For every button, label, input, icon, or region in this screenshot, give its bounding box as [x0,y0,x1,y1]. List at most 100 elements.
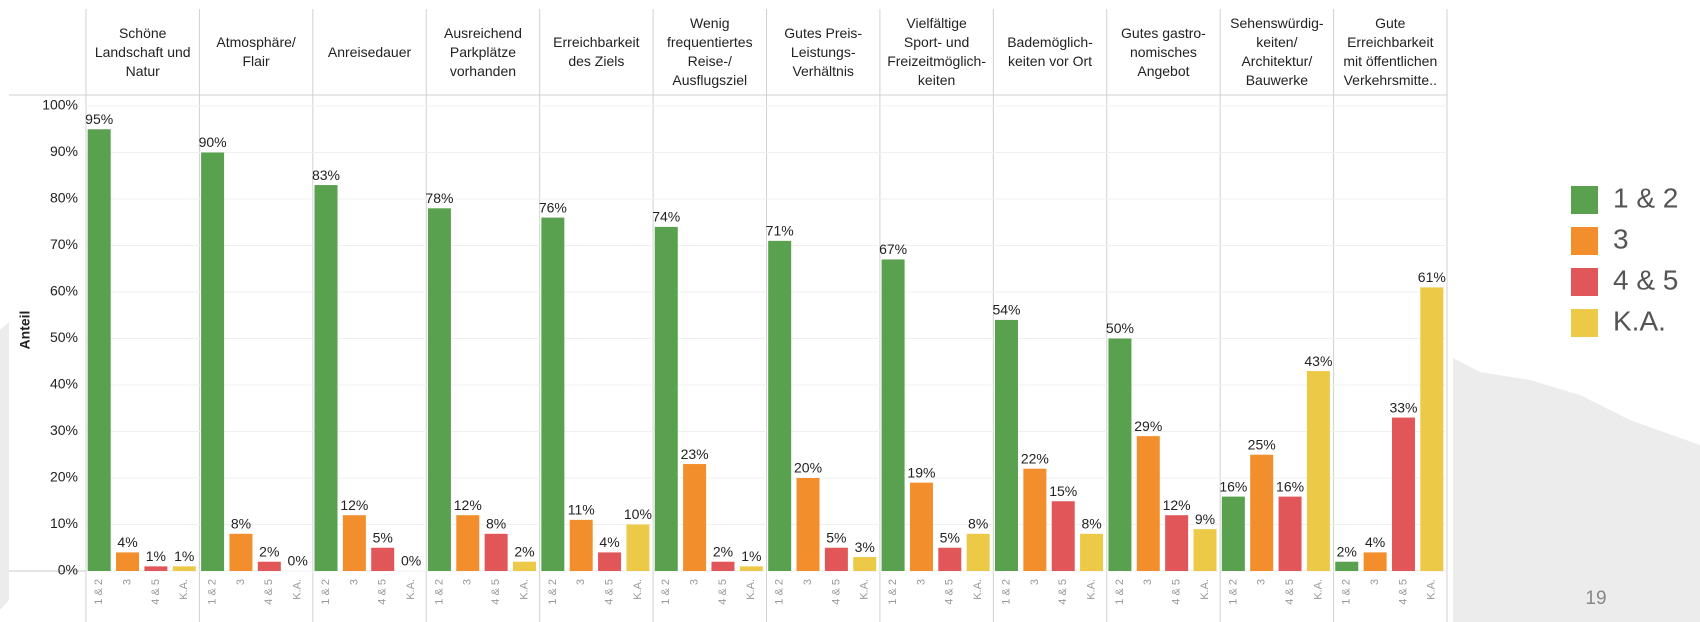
x-sub-label: 1 & 2 [547,579,559,605]
bar [683,464,707,571]
y-tick-label: 10% [50,515,78,531]
value-label: 1% [741,548,761,564]
x-sub-label: K.A. [178,579,190,600]
value-label: 3% [855,539,875,555]
x-sub-label: 3 [802,579,814,585]
x-sub-label: 1 & 2 [320,579,332,605]
legend-swatch [1571,186,1598,214]
x-sub-label: 3 [235,579,247,585]
x-sub-label: K.A. [1085,579,1097,600]
x-sub-label: 3 [575,579,587,585]
x-sub-label: K.A. [632,579,644,600]
value-label: 5% [940,529,960,545]
bar [1363,552,1387,571]
bar [1193,529,1217,571]
bar [1420,287,1444,571]
x-sub-label: 4 & 5 [603,579,615,605]
bar [824,547,848,571]
value-label: 8% [1081,516,1101,532]
legend-swatch [1571,309,1598,337]
value-label: 2% [713,543,733,559]
x-sub-label: 1 & 2 [660,579,672,605]
value-label: 20% [794,460,822,476]
value-label: 15% [1049,483,1077,499]
bar [1108,338,1132,571]
x-sub-label: 1 & 2 [433,579,445,605]
legend-label: 3 [1613,223,1629,254]
x-sub-label: 1 & 2 [1000,579,1012,605]
value-label: 12% [1163,497,1191,513]
value-label: 23% [681,446,709,462]
page-number: 19 [1585,588,1606,609]
value-label: 29% [1134,418,1162,434]
bar [909,482,933,571]
category-header: Anreisedauer [327,43,412,60]
bar [144,566,168,571]
x-sub-label: 3 [915,579,927,585]
legend-label: K.A. [1613,305,1666,336]
bar [512,561,536,571]
bar [116,552,140,571]
x-sub-label: 4 & 5 [830,579,842,605]
x-sub-label: K.A. [745,579,757,600]
decoration [1453,358,1700,622]
bar [172,566,196,571]
bar [1250,454,1274,571]
value-label: 4% [1365,534,1385,550]
value-label: 4% [117,534,137,550]
legend-label: 4 & 5 [1613,264,1678,295]
x-sub-label: 3 [121,579,133,585]
y-tick-label: 80% [50,190,78,206]
y-tick-label: 40% [50,376,78,392]
y-tick-label: 70% [50,236,78,252]
bar [768,240,792,571]
bar [87,129,111,571]
category-header: Gute Erreichbarkeit mit öffentlichen Ver… [1343,15,1438,88]
bar [1165,515,1189,571]
bar [711,561,735,571]
category-header: Schöne Landschaft und Natur [94,24,191,79]
value-label: 16% [1219,478,1247,494]
x-sub-label: 4 & 5 [717,579,729,605]
value-label: 5% [826,529,846,545]
bar [314,185,338,572]
bar [995,319,1019,571]
value-label: 2% [259,543,279,559]
x-sub-label: 4 & 5 [944,579,956,605]
x-sub-label: 4 & 5 [377,579,389,605]
value-label: 19% [907,464,935,480]
value-label: 43% [1304,353,1332,369]
bar [626,524,650,571]
value-label: 2% [1337,543,1357,559]
y-tick-label: 30% [50,422,78,438]
category-header: Erreichbarkeit des Ziels [553,34,640,69]
x-sub-label: 3 [689,579,701,585]
bar [229,533,253,571]
category-header: Wenig frequentiertes Reise-/ Ausflugszie… [666,15,753,88]
bar [1335,561,1359,571]
bar [881,259,905,571]
value-label: 78% [425,190,453,206]
value-label: 25% [1248,436,1276,452]
bar [201,152,225,571]
decoration [0,322,9,610]
x-sub-label: 3 [1142,579,1154,585]
value-label: 12% [340,497,368,513]
x-sub-label: 4 & 5 [1284,579,1296,605]
value-label: 0% [401,553,421,569]
value-label: 4% [599,534,619,550]
category-header: Vielfältige Sport- und Freizeitmöglich- … [887,15,987,88]
bar [1221,496,1245,571]
y-tick-label: 60% [50,283,78,299]
x-sub-label: 4 & 5 [1397,579,1409,605]
value-label: 10% [624,506,652,522]
x-sub-label: K.A. [1312,579,1324,600]
value-label: 1% [146,548,166,564]
x-sub-label: 1 & 2 [93,579,105,605]
y-tick-label: 20% [50,469,78,485]
category-header: Atmosphäre/ Flair [216,34,296,69]
x-sub-label: 3 [462,579,474,585]
legend-swatch [1571,227,1598,255]
value-label: 8% [231,516,251,532]
